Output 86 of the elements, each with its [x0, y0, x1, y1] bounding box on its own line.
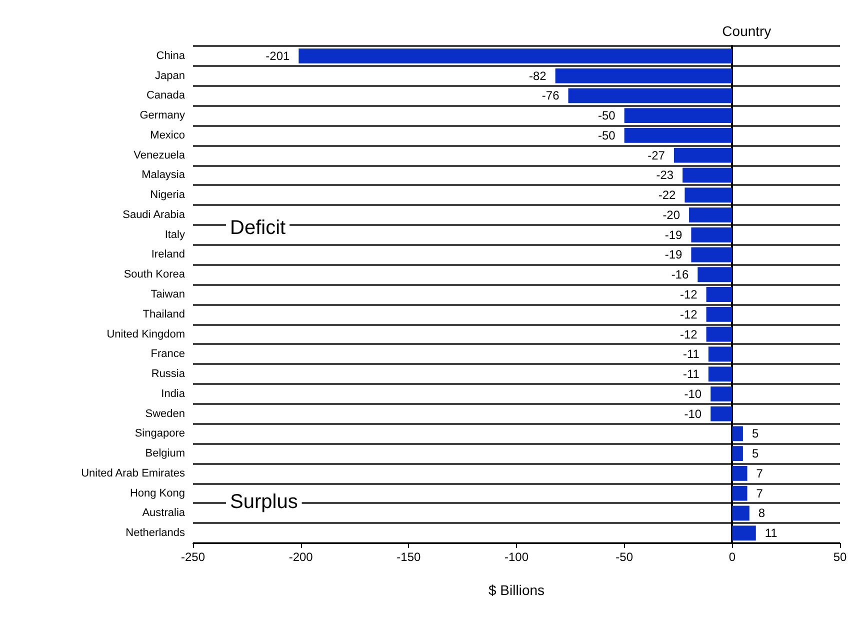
bar	[624, 108, 732, 124]
y-tick-label: Russia	[151, 368, 186, 380]
bar	[691, 227, 732, 242]
annotation: Deficit	[230, 217, 286, 239]
data-label: -12	[680, 327, 698, 342]
data-label: -23	[656, 168, 674, 182]
data-label: -12	[680, 307, 698, 322]
bar	[691, 247, 732, 262]
bar	[568, 88, 732, 104]
y-tick-label: Saudi Arabia	[122, 208, 186, 221]
bar	[706, 306, 732, 322]
bar	[708, 346, 732, 362]
y-tick-label: Italy	[164, 228, 186, 241]
y-tick-label: Canada	[146, 90, 186, 102]
data-label: -11	[682, 367, 700, 382]
bar	[732, 446, 743, 461]
data-label: 11	[764, 526, 778, 540]
bar	[698, 267, 732, 282]
y-tick-label: Germany	[140, 110, 186, 122]
data-label: -82	[528, 68, 547, 83]
data-label: -76	[542, 88, 560, 103]
data-label: 5	[752, 446, 759, 461]
y-tick-label: Singapore	[134, 428, 185, 440]
data-label: 8	[758, 506, 766, 520]
bar	[706, 287, 732, 302]
x-tick-label: -100	[504, 550, 529, 564]
x-tick-label: -50	[616, 550, 634, 564]
y-tick-label: Hong Kong	[130, 487, 185, 500]
y-tick-label: France	[150, 348, 185, 360]
y-tick-label: Sweden	[145, 408, 185, 420]
y-tick-label: China	[156, 50, 186, 62]
x-tick-label: 0	[728, 550, 736, 564]
data-label: -10	[684, 386, 702, 401]
y-tick-label: Netherlands	[126, 527, 186, 540]
bar	[624, 128, 732, 143]
bar	[682, 168, 732, 183]
data-label: -16	[671, 268, 689, 282]
y-tick-label: Malaysia	[142, 169, 186, 182]
y-tick-label: Mexico	[150, 129, 185, 142]
bar	[555, 68, 732, 84]
data-label: 7	[756, 466, 764, 480]
x-tick-label: -250	[180, 550, 206, 564]
y-tick-label: Thailand	[142, 308, 185, 320]
y-tick-label: Ireland	[151, 248, 185, 261]
x-axis-title: $ Billions	[488, 582, 545, 598]
y-axis-title: Country	[722, 23, 772, 39]
y-tick-label: South Korea	[124, 268, 186, 281]
data-label: -50	[598, 128, 616, 142]
y-tick-label: India	[161, 388, 186, 400]
y-tick-label: Nigeria	[150, 189, 186, 202]
y-tick-label: United Kingdom	[106, 328, 185, 340]
x-tick-label: 50	[833, 550, 847, 564]
bar	[298, 48, 732, 64]
y-tick-label: United Arab Emirates	[81, 467, 186, 480]
x-tick-label: -150	[396, 550, 421, 564]
bar	[710, 406, 732, 422]
data-label: -22	[658, 188, 676, 202]
bar	[708, 366, 732, 382]
data-label: -27	[648, 148, 666, 162]
bar	[684, 188, 732, 203]
bar	[732, 526, 756, 541]
data-label: -20	[662, 208, 680, 222]
bar	[674, 148, 732, 163]
y-tick-label: Belgium	[145, 448, 185, 460]
bar	[732, 426, 743, 442]
data-label: -12	[680, 288, 698, 302]
y-tick-label: Australia	[142, 507, 186, 520]
data-label: 7	[756, 486, 764, 500]
data-label: 5	[752, 426, 759, 441]
data-label: -19	[664, 248, 683, 262]
y-tick-label: Venezuela	[134, 149, 186, 162]
y-tick-label: Japan	[155, 70, 185, 82]
bar	[706, 326, 732, 342]
data-label: -201	[266, 48, 290, 63]
bar	[710, 386, 732, 402]
data-label: -10	[684, 406, 702, 421]
bar	[689, 208, 732, 222]
data-label: -11	[682, 347, 700, 362]
bar	[732, 486, 748, 501]
bar	[732, 466, 748, 481]
annotation: Surplus	[230, 491, 298, 513]
x-tick-label: -200	[288, 550, 314, 564]
data-label: -19	[664, 228, 683, 242]
y-tick-label: Taiwan	[150, 288, 185, 300]
data-label: -50	[598, 108, 616, 123]
bar	[732, 506, 750, 521]
